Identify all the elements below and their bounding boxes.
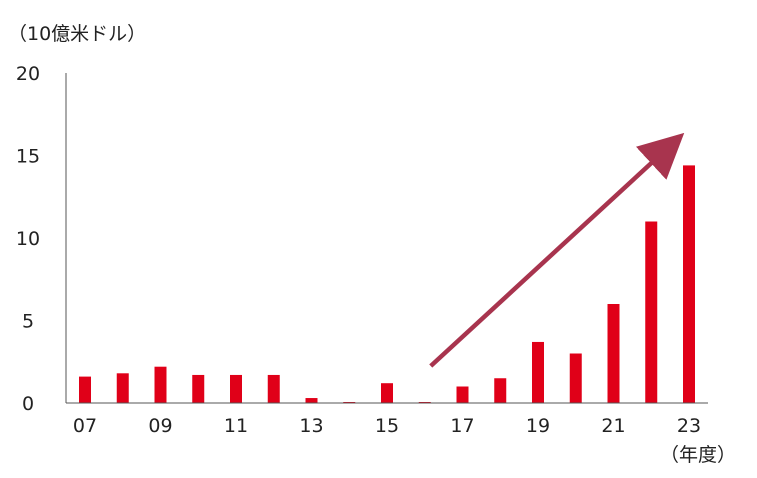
y-axis-unit-label: （10億米ドル） bbox=[8, 23, 146, 45]
bar-12 bbox=[267, 374, 280, 403]
bar-22 bbox=[645, 221, 658, 403]
x-tick-label: 15 bbox=[375, 415, 399, 437]
bar-18 bbox=[494, 378, 507, 403]
bar-13 bbox=[305, 398, 318, 403]
y-tick-label: 15 bbox=[16, 146, 40, 168]
x-axis-unit-label: （年度） bbox=[660, 444, 736, 466]
bar-11 bbox=[230, 374, 242, 403]
x-tick-label: 07 bbox=[73, 415, 97, 437]
bar-10 bbox=[192, 374, 205, 403]
x-tick-label: 17 bbox=[450, 415, 474, 437]
bar-07 bbox=[79, 376, 91, 403]
x-tick-label: 09 bbox=[148, 415, 172, 437]
bar-21 bbox=[607, 304, 620, 403]
y-axis-ticks: 0 5 10 15 20 bbox=[16, 63, 40, 415]
bar-08 bbox=[116, 373, 129, 403]
x-axis-ticks: 07 09 11 13 15 17 19 21 23 bbox=[73, 415, 701, 437]
x-tick-label: 13 bbox=[299, 415, 323, 437]
x-tick-label: 21 bbox=[601, 415, 625, 437]
bar-19 bbox=[532, 341, 544, 403]
y-tick-label: 0 bbox=[22, 393, 34, 415]
trend-arrow bbox=[429, 132, 685, 368]
y-tick-label: 5 bbox=[22, 311, 34, 333]
y-tick-label: 10 bbox=[16, 228, 40, 250]
x-tick-label: 11 bbox=[224, 415, 248, 437]
bars bbox=[79, 165, 695, 403]
bar-23 bbox=[683, 165, 695, 403]
x-tick-label: 19 bbox=[526, 415, 550, 437]
x-tick-label: 23 bbox=[677, 415, 701, 437]
bar-17 bbox=[456, 386, 469, 403]
bar-20 bbox=[569, 353, 582, 403]
bar-15 bbox=[381, 383, 393, 403]
y-tick-label: 20 bbox=[16, 63, 40, 85]
bar-09 bbox=[154, 366, 167, 403]
